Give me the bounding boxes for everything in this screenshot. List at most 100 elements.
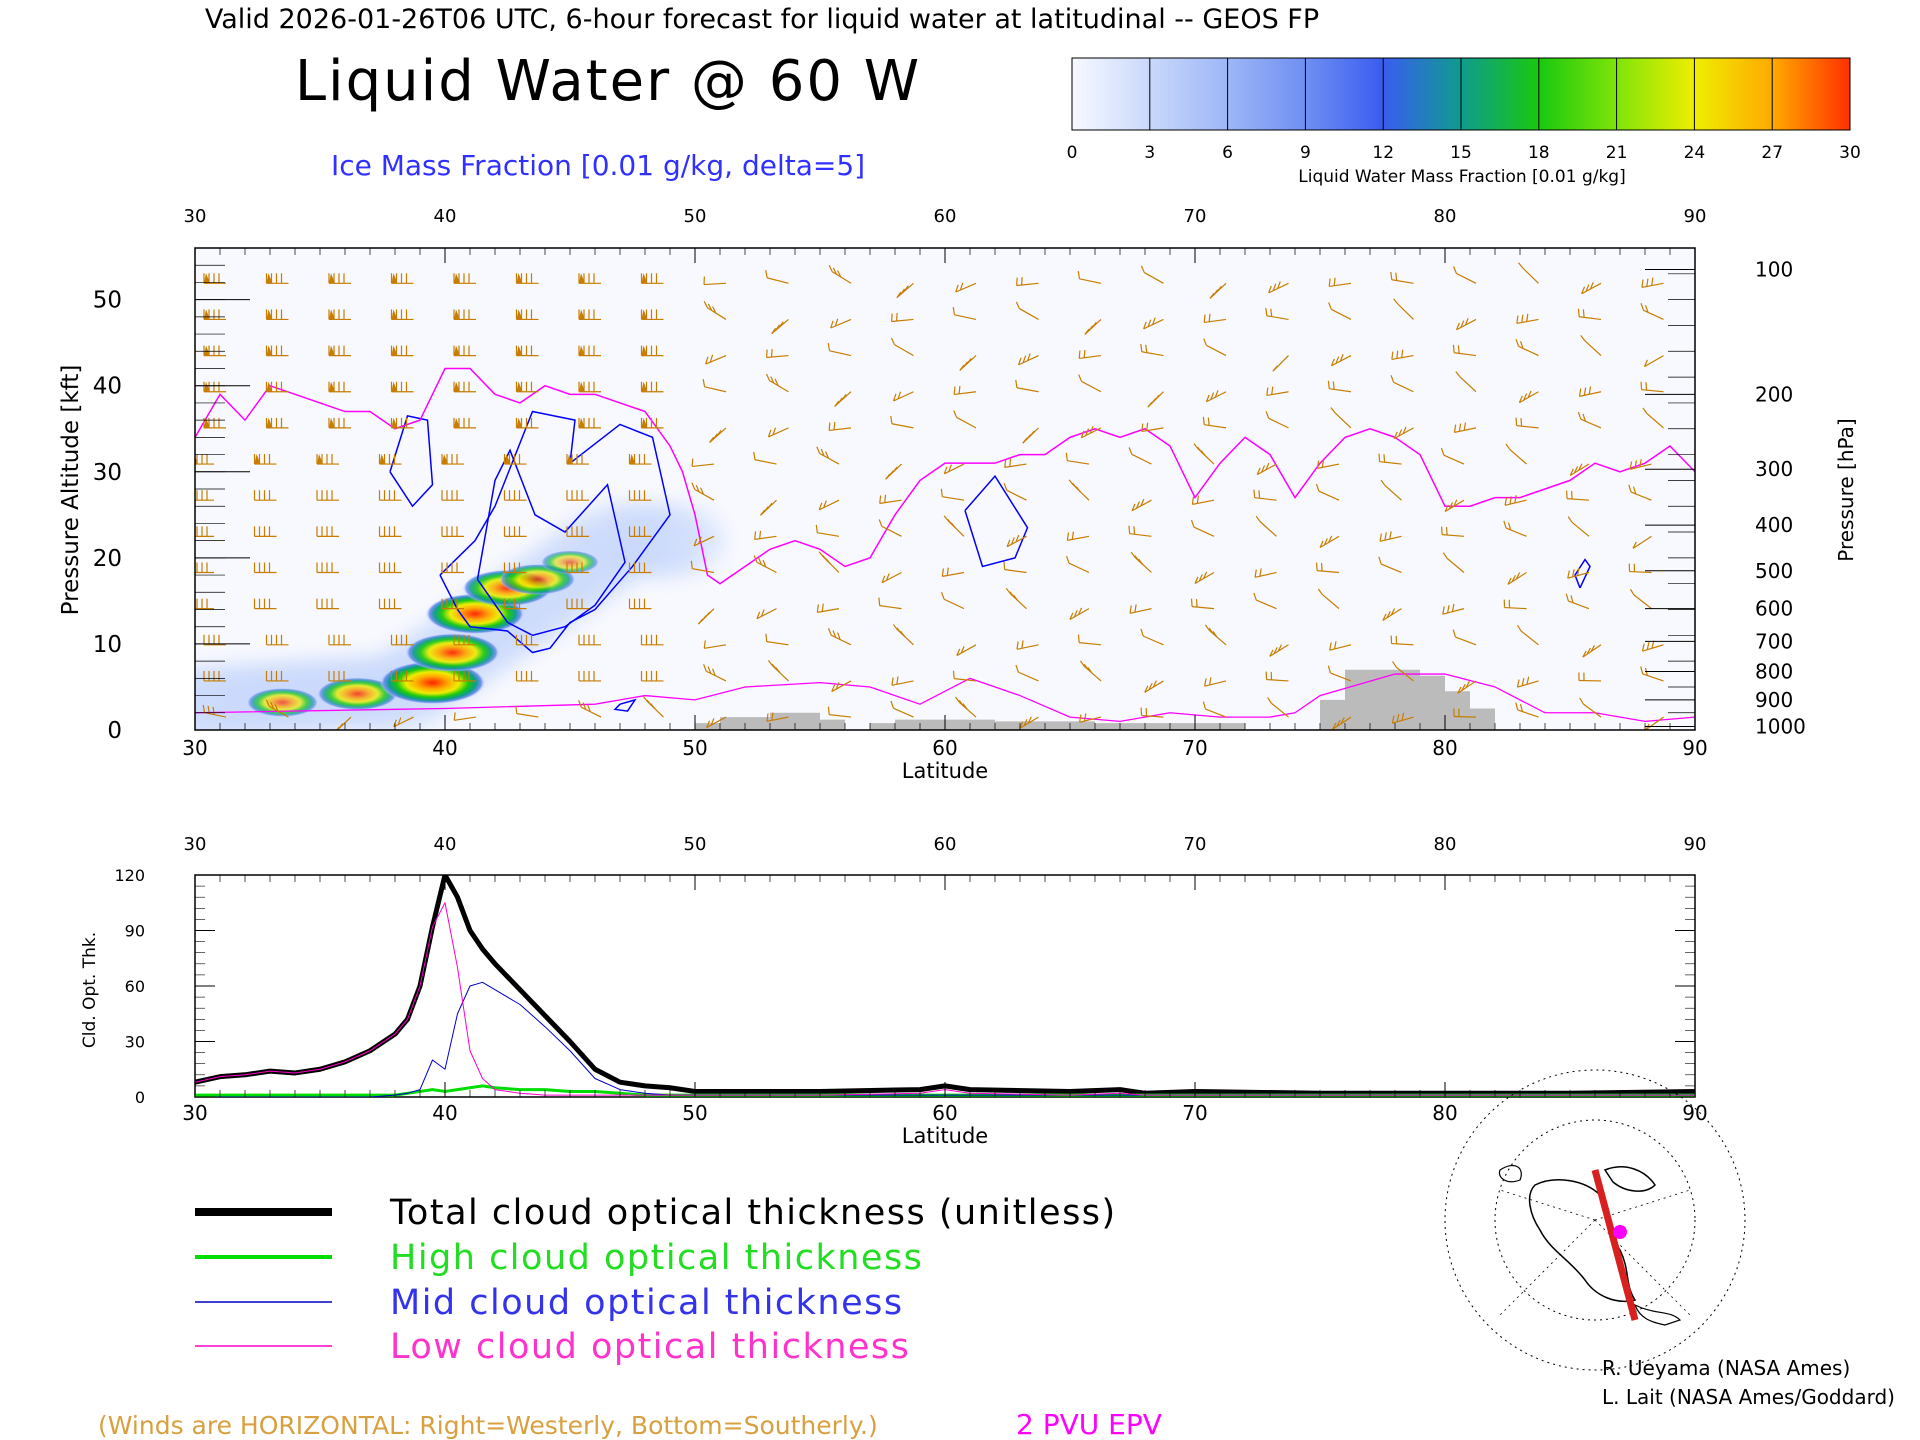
bottom-xtick-label-upper: 40: [434, 834, 457, 855]
wind-barb: [378, 562, 402, 574]
wind-barb: [1315, 483, 1340, 501]
wind-barb: [453, 417, 476, 429]
wind-barb: [959, 355, 977, 371]
wind-barb: [1391, 712, 1414, 724]
wind-barb: [203, 634, 226, 646]
wind-barb: [202, 704, 227, 718]
colorbar-tick-label: 24: [1684, 143, 1706, 163]
wind-barb: [253, 526, 277, 537]
wind-barb: [952, 306, 977, 321]
wind-barb: [628, 526, 652, 537]
wind-barb: [693, 535, 715, 547]
wind-barb: [515, 705, 539, 718]
top-xtick-label: 50: [682, 736, 707, 760]
wind-barb: [503, 490, 527, 501]
wind-barb: [1390, 635, 1414, 646]
colorbar-tick-label: 30: [1839, 143, 1861, 163]
wind-barb: [566, 526, 589, 537]
top-xtick-label-upper: 90: [1684, 206, 1707, 227]
wind-barb: [1567, 567, 1590, 579]
wind-barb: [1209, 282, 1227, 299]
wind-barb: [441, 598, 464, 610]
wind-barb: [316, 490, 339, 501]
wind-barb: [503, 598, 527, 610]
wind-barb: [703, 640, 727, 649]
legend: Total cloud optical thickness (unitless)…: [195, 1193, 1115, 1367]
wind-barb: [1016, 640, 1039, 650]
wind-barb: [1378, 556, 1402, 574]
liquid-water-haze-cell: [615, 502, 725, 579]
wind-barb: [1565, 593, 1590, 610]
wind-barb: [1141, 422, 1164, 432]
wind-barb: [771, 318, 789, 335]
wind-barb: [767, 660, 789, 682]
wind-barb: [1578, 672, 1602, 682]
top-ytick-label: 40: [93, 374, 122, 400]
wind-barb: [827, 706, 852, 718]
wind-barb: [390, 381, 414, 393]
wind-barb: [1319, 535, 1340, 549]
credit-line-1: R. Ueyama (NASA Ames): [1602, 1356, 1850, 1380]
wind-barb: [1452, 629, 1477, 646]
ice-contour: [613, 698, 637, 712]
top-ytick-label: 0: [107, 718, 122, 744]
bottom-axes: 30 30 40 40 50 50 60 60 70 70 80 80 90 90 0 30 60 90 120: [114, 834, 1707, 1125]
wind-barb: [952, 670, 977, 682]
wind-barb: [1642, 407, 1664, 429]
wind-barb: [1078, 374, 1102, 393]
wind-barb: [1628, 563, 1652, 574]
top-xtick-label: 40: [432, 736, 457, 760]
bottom-ytick-label: 120: [114, 866, 145, 885]
wind-barb: [890, 415, 914, 429]
wind-barb: [265, 417, 289, 429]
wind-barb: [1204, 677, 1227, 687]
wind-barb: [253, 490, 277, 501]
wind-barb: [940, 488, 965, 501]
wind-barb: [943, 515, 965, 537]
wind-barb: [760, 499, 777, 516]
wind-barb: [1016, 277, 1039, 287]
wind-barb: [515, 670, 539, 682]
wind-barb: [827, 342, 852, 357]
wind-barb: [1453, 708, 1477, 718]
wind-barb: [1253, 489, 1277, 501]
wind-barb: [1503, 520, 1527, 537]
wind-barb: [1077, 270, 1102, 284]
bottom-xtick-label: 30: [182, 1101, 207, 1125]
wind-barb: [940, 591, 965, 610]
ice-contour: [476, 448, 626, 637]
wind-barb: [1017, 353, 1039, 366]
wind-barb: [1268, 281, 1289, 294]
wind-barb: [515, 273, 539, 284]
top-ytick-label: 20: [93, 546, 122, 572]
wind-barb: [753, 555, 777, 574]
wind-barb: [818, 551, 840, 573]
wind-barb: [640, 345, 664, 357]
wind-barb: [316, 598, 339, 610]
wind-barb: [1077, 634, 1102, 646]
top-xtick-label: 60: [932, 736, 957, 760]
wind-barb: [1582, 644, 1602, 658]
top-ytick-label: 30: [93, 460, 122, 486]
wind-barb: [328, 309, 351, 321]
wind-barb: [706, 716, 727, 729]
wind-barb: [1267, 697, 1289, 718]
wind-barb: [265, 381, 289, 393]
wind-barb: [1143, 317, 1164, 330]
wind-barb: [1390, 271, 1414, 284]
bottom-xtick-label-upper: 70: [1184, 834, 1207, 855]
wind-barb: [203, 345, 226, 357]
wind-barb: [1503, 599, 1527, 610]
wind-barb: [1442, 603, 1465, 615]
wind-barb: [1203, 313, 1227, 324]
wind-barb: [1079, 660, 1102, 682]
wind-barb: [1332, 716, 1352, 730]
wind-barb: [1006, 534, 1027, 548]
wind-barb: [566, 454, 589, 465]
wind-barb: [765, 349, 789, 359]
wind-barb: [892, 391, 914, 402]
wind-barb: [578, 273, 601, 284]
wind-barb: [578, 417, 601, 429]
epv-2pvu-line: [195, 367, 1695, 585]
wind-barb: [1379, 531, 1402, 542]
